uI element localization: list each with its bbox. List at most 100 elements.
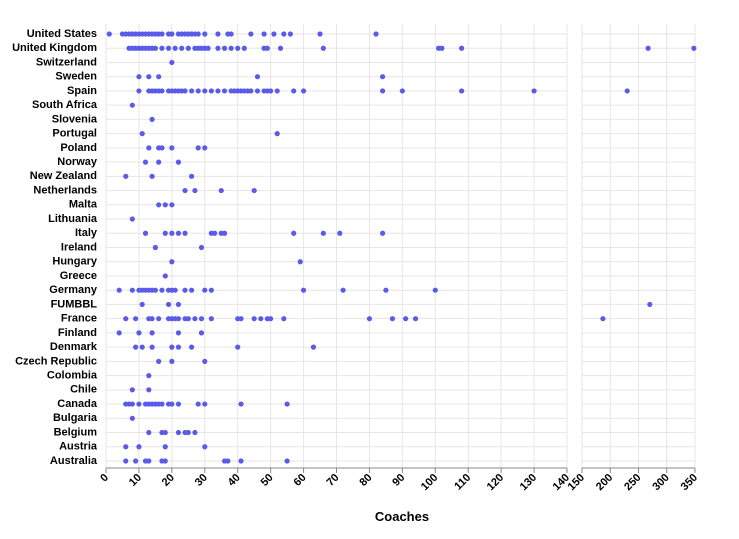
dot [149,330,155,336]
x-axis-title: Coaches [375,509,429,524]
dot [159,31,165,37]
dot [205,45,211,51]
y-tick-label: Czech Republic [15,355,97,367]
dot [261,31,267,37]
dot [195,401,201,407]
dot [264,45,270,51]
dot [218,187,224,194]
x-tick-label: 10 [127,472,144,489]
dot [156,159,162,165]
y-tick-label: Spain [67,85,97,97]
dot [172,287,178,293]
dot [284,401,290,407]
dot [175,429,182,436]
dot [129,216,135,222]
dot [195,145,201,151]
dot [182,230,188,236]
dot [162,273,168,279]
y-tick-label: Poland [60,142,97,154]
dot [198,244,205,251]
y-tick-label: France [61,313,97,325]
dot [192,187,198,194]
dot [215,45,221,51]
dot [287,31,293,37]
dot [432,287,438,293]
dot [146,74,152,80]
x-tick-label: 110 [452,472,473,493]
y-tick-label: Finland [58,327,97,339]
dot [600,316,606,322]
dot [133,458,139,464]
dot [248,88,254,94]
dot [202,444,208,450]
x-tick-label: 0 [98,472,111,485]
y-tick-label: Australia [50,455,98,467]
dot [254,88,261,94]
dot [238,401,244,407]
dot [225,458,231,464]
dot [142,159,149,165]
dot [169,230,175,236]
x-tick-label: 70 [324,472,341,489]
dot [123,173,129,179]
dot [412,316,419,322]
y-tick-label: Slovenia [52,113,98,125]
dot [162,444,168,450]
x-tick-label: 100 [419,472,440,493]
dot [189,344,195,350]
dot [202,401,208,407]
dot [165,45,172,51]
dot [152,45,158,51]
dot [208,88,214,94]
dot [123,316,129,322]
x-tick-label: 200 [594,472,615,493]
dot [136,444,142,450]
x-tick-label: 130 [518,472,539,493]
y-tick-label: Ireland [61,241,97,253]
dot [162,429,168,436]
dot [274,88,280,94]
dot [129,415,135,421]
dot [198,330,205,336]
dot [202,31,208,37]
x-tick-label: 30 [193,472,210,489]
dot [277,45,284,51]
dot [208,316,214,322]
dot [169,59,175,66]
dot [228,45,234,51]
dot [169,31,175,37]
dot [146,373,152,379]
x-tick-label: 150 [566,472,587,493]
dot [175,401,182,407]
dot [215,88,221,94]
dot [281,31,287,37]
dot [459,88,465,94]
dot [142,230,149,236]
dot [136,330,142,336]
dot [149,344,155,350]
dot [366,316,373,322]
dot [320,45,326,51]
dot [202,287,208,293]
dot [169,344,175,350]
dot [156,358,162,364]
dot [300,88,307,94]
dot [212,230,218,236]
y-tick-label: Denmark [50,341,98,353]
y-tick-label: Lithuania [48,213,98,225]
dot [159,401,165,407]
y-tick-label: Netherlands [33,184,97,196]
dot [258,316,264,322]
dot [175,230,182,236]
dot [175,301,182,308]
dot [198,316,205,322]
dot [172,45,178,51]
x-tick-label: 300 [650,472,671,493]
y-tick-label: Malta [69,199,98,211]
dot [235,344,241,350]
dot [152,244,158,251]
x-tick-label: 60 [292,472,309,489]
dot [645,45,651,51]
dot [162,458,168,464]
dot [139,131,145,137]
